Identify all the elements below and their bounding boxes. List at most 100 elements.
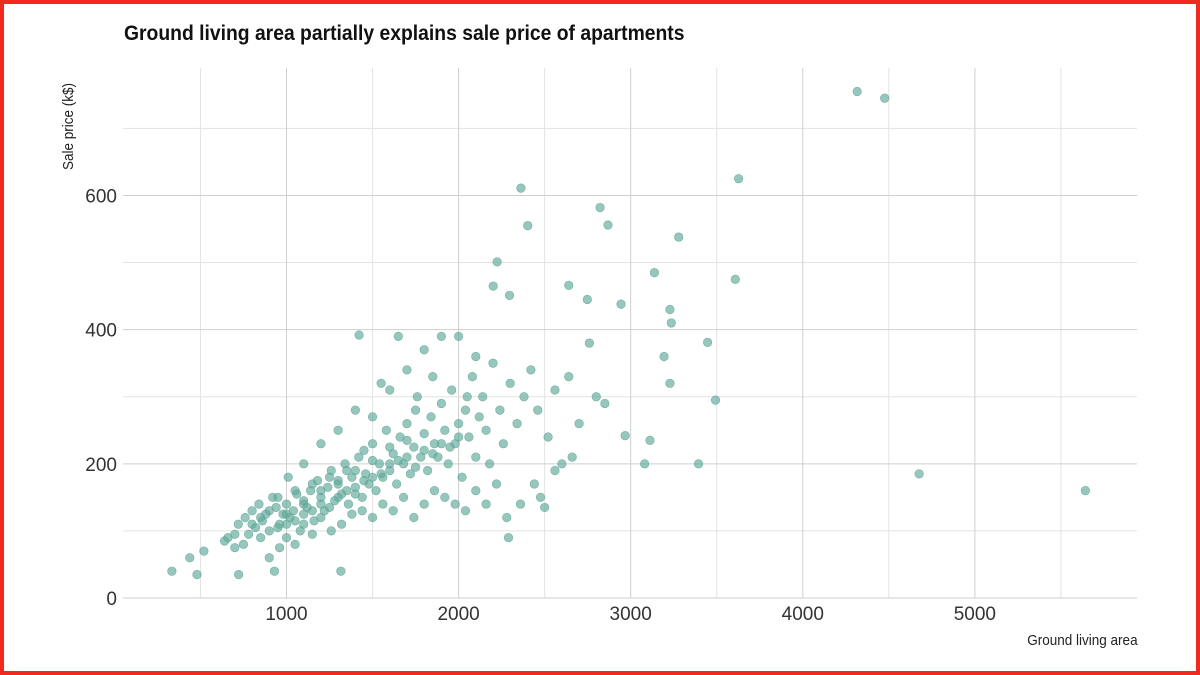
data-point (474, 412, 484, 422)
data-point (492, 257, 502, 267)
data-point (471, 351, 481, 362)
data-point (316, 486, 326, 496)
data-point (600, 398, 610, 409)
data-point (376, 469, 386, 479)
data-point (450, 499, 460, 509)
data-point (275, 543, 285, 553)
data-point (478, 392, 488, 402)
data-point (299, 459, 309, 469)
data-point (603, 220, 613, 230)
data-point (273, 522, 283, 533)
data-point (385, 459, 395, 469)
data-point (281, 533, 292, 543)
data-point (529, 479, 539, 489)
data-point (620, 431, 630, 441)
data-point (388, 506, 398, 516)
data-point (419, 445, 429, 456)
data-point (710, 395, 721, 405)
data-point (336, 519, 347, 529)
data-point (381, 425, 391, 435)
data-point (307, 479, 317, 489)
data-point (665, 378, 675, 388)
x-tick-label: 2000 (437, 604, 479, 625)
data-point (467, 372, 477, 382)
data-point (371, 486, 381, 496)
data-point (326, 526, 336, 536)
data-point (481, 499, 491, 509)
data-point (367, 512, 378, 523)
data-point (526, 365, 536, 375)
data-point (436, 331, 446, 341)
data-point (393, 331, 403, 341)
data-point (453, 432, 464, 442)
data-point (645, 435, 655, 445)
data-point (307, 529, 317, 539)
data-point (367, 455, 378, 466)
data-point (564, 372, 574, 382)
data-point (367, 439, 378, 449)
data-point (185, 553, 195, 563)
data-point (393, 455, 403, 466)
data-point (533, 405, 543, 415)
data-point (359, 445, 369, 456)
data-point (445, 442, 455, 452)
data-point (230, 543, 240, 553)
data-point (436, 398, 446, 409)
x-tick-label: 4000 (782, 604, 824, 625)
data-point (342, 486, 352, 496)
data-point (730, 274, 740, 284)
data-point (703, 337, 713, 347)
data-point (347, 509, 357, 519)
data-point (504, 290, 515, 301)
data-point (385, 385, 395, 395)
data-point (693, 459, 704, 469)
data-point (471, 452, 481, 462)
data-point (299, 509, 309, 519)
data-point (233, 519, 243, 529)
data-point (307, 506, 317, 516)
data-point (283, 472, 293, 482)
data-point (481, 425, 491, 435)
data-point (564, 280, 574, 290)
data-point (342, 465, 352, 476)
data-point (464, 432, 474, 442)
data-point (359, 475, 369, 486)
data-point (567, 452, 577, 462)
data-point (516, 183, 526, 193)
data-point (367, 412, 378, 422)
data-point (649, 268, 660, 278)
data-point (426, 412, 436, 422)
data-point (402, 452, 412, 462)
x-tick-label: 1000 (265, 604, 307, 625)
data-point (199, 546, 209, 556)
data-point (290, 486, 300, 496)
data-point (402, 418, 412, 429)
data-point (367, 472, 378, 482)
data-point (453, 331, 464, 341)
data-point (557, 459, 567, 469)
data-point (402, 365, 412, 375)
chart-title: Ground living area partially explains sa… (124, 22, 685, 45)
data-point (488, 281, 498, 291)
data-point (436, 439, 446, 449)
data-point (733, 174, 744, 184)
data-point (453, 418, 464, 429)
data-point (409, 442, 419, 452)
data-point (290, 539, 300, 549)
data-point (419, 499, 429, 509)
data-point (264, 506, 274, 516)
data-point (591, 392, 601, 402)
data-point (503, 533, 514, 543)
data-point (290, 516, 300, 526)
x-tick-label: 5000 (954, 604, 996, 625)
data-point (336, 566, 346, 576)
data-point (398, 492, 409, 502)
data-point (582, 294, 592, 305)
data-point (350, 405, 360, 415)
data-point (659, 351, 669, 362)
data-point (343, 499, 354, 509)
data-point (498, 439, 508, 449)
data-point (410, 405, 421, 415)
x-axis-label: Ground living area (1027, 632, 1138, 649)
